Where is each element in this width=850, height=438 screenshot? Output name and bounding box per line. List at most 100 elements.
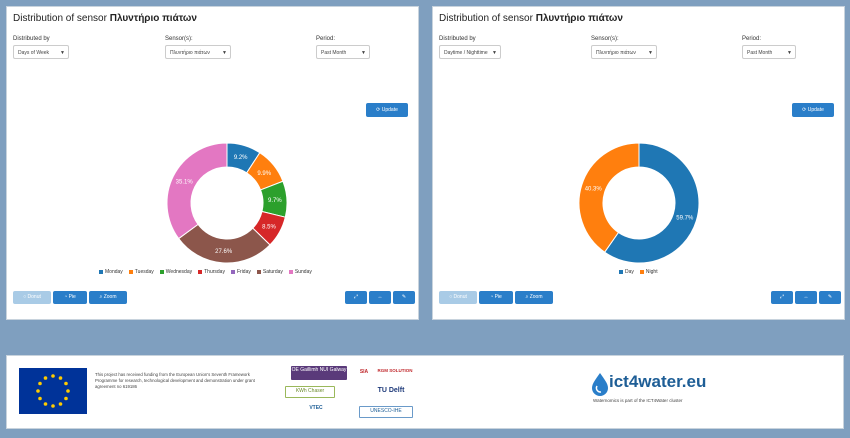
chevron-down-icon: ▼ xyxy=(361,50,366,56)
more-icon[interactable]: ↔ xyxy=(369,291,391,304)
period-label: Period: xyxy=(742,36,762,42)
legend-label: Monday xyxy=(105,269,123,275)
legend-item-night[interactable]: Night xyxy=(639,269,658,275)
chevron-down-icon: ▼ xyxy=(787,50,792,56)
logo-unesco-ihe: UNESCO-IHE xyxy=(359,406,413,418)
legend-item-friday[interactable]: Friday xyxy=(230,269,251,275)
star-icon xyxy=(38,396,42,401)
star-icon xyxy=(36,389,40,393)
donut-chart-daynight: 59.7% 40.3% xyxy=(578,142,700,264)
legend-label: Day xyxy=(625,269,634,275)
legend-swatch xyxy=(128,270,133,274)
legend-swatch xyxy=(198,270,203,274)
legend-swatch xyxy=(99,270,103,274)
donut-button[interactable]: ○ Donut xyxy=(13,291,51,304)
legend-label: Tuesday xyxy=(134,269,154,275)
chart-legend: Monday Tuesday Wednesday Thursday Friday Satu… xyxy=(99,269,312,275)
legend-item-day[interactable]: Day xyxy=(619,269,634,275)
more-icon[interactable]: ↔ xyxy=(795,291,817,304)
zoom-button[interactable]: ⌕ Zoom xyxy=(515,291,553,304)
panel-daytime-nighttime: Distribution of sensor Πλυντήριο πιάτων … xyxy=(432,6,845,320)
star-icon xyxy=(38,381,42,386)
logo-vtec: VTEC xyxy=(301,404,331,414)
slice-day[interactable] xyxy=(603,142,700,264)
settings-icon[interactable]: ✎ xyxy=(393,291,415,304)
data-label-sunday: 35.1% xyxy=(176,179,194,185)
chevron-down-icon: ▼ xyxy=(60,50,65,56)
logo-sia: SIA xyxy=(353,368,375,378)
chart-legend: Day Night xyxy=(619,269,658,275)
logo-kwh-chaser: KWh Chaser xyxy=(285,386,335,398)
expand-icon[interactable]: ⤢ xyxy=(345,291,367,304)
panel-title: Distribution of sensor Πλυντήριο πιάτων xyxy=(13,13,197,24)
legend-label: Sunday xyxy=(294,269,312,275)
footer: This project has received funding from t… xyxy=(6,355,844,429)
logo-rgm: RGM SOLUTION xyxy=(377,366,413,380)
donut-button[interactable]: ○ Donut xyxy=(439,291,477,304)
settings-icon[interactable]: ✎ xyxy=(819,291,841,304)
legend-swatch xyxy=(619,270,623,274)
water-drop-icon xyxy=(592,373,608,396)
legend-swatch xyxy=(256,270,261,274)
funding-text: This project has received funding from t… xyxy=(95,372,255,389)
data-label-monday: 9.2% xyxy=(234,155,248,161)
chevron-down-icon: ▼ xyxy=(222,50,227,56)
logo-tu-delft: TU Delft xyxy=(371,386,411,398)
refresh-icon: ⟳ xyxy=(802,107,807,113)
data-label-saturday: 27.6% xyxy=(215,249,233,255)
legend-item-thursday[interactable]: Thursday xyxy=(198,269,225,275)
sensors-label: Sensor(s): xyxy=(165,36,193,42)
legend-item-wednesday[interactable]: Wednesday xyxy=(159,269,193,275)
data-label-thursday: 8.5% xyxy=(262,224,276,230)
star-icon xyxy=(64,381,68,386)
pie-button[interactable]: ◔ Pie xyxy=(479,291,513,304)
legend-label: Friday xyxy=(236,269,251,275)
legend-item-sunday[interactable]: Sunday xyxy=(288,269,312,275)
legend-swatch xyxy=(230,270,235,274)
star-icon xyxy=(51,374,55,378)
distributed-by-select[interactable]: Days of Week ▼ xyxy=(13,45,69,59)
legend-label: Wednesday xyxy=(165,269,193,275)
update-button[interactable]: ⟳ Update xyxy=(792,103,834,117)
legend-swatch xyxy=(159,270,164,274)
slice-sunday[interactable] xyxy=(166,142,228,240)
chevron-down-icon: ▼ xyxy=(648,50,653,56)
pie-button[interactable]: ◔ Pie xyxy=(53,291,87,304)
data-label-tuesday: 9.9% xyxy=(257,171,271,177)
expand-icon[interactable]: ⤢ xyxy=(771,291,793,304)
period-select[interactable]: Past Month ▼ xyxy=(316,45,370,59)
chevron-down-icon: ▼ xyxy=(492,50,497,56)
zoom-button[interactable]: ⌕ Zoom xyxy=(89,291,127,304)
star-icon xyxy=(66,389,70,393)
legend-item-tuesday[interactable]: Tuesday xyxy=(128,269,154,275)
panel-title: Distribution of sensor Πλυντήριο πιάτων xyxy=(439,13,623,24)
star-icon xyxy=(43,402,48,406)
sensors-label: Sensor(s): xyxy=(591,36,619,42)
sensors-select[interactable]: Πλυντήριο πιάτων ▼ xyxy=(165,45,231,59)
sensors-select[interactable]: Πλυντήριο πιάτων ▼ xyxy=(591,45,657,59)
period-select[interactable]: Past Month ▼ xyxy=(742,45,796,59)
period-label: Period: xyxy=(316,36,336,42)
distributed-by-label: Distributed by xyxy=(439,36,476,42)
star-icon xyxy=(43,376,48,380)
partner-logos: OE Gaillimh NUI Galway SIA RGM SOLUTION … xyxy=(285,366,417,424)
update-button[interactable]: ⟳ Update xyxy=(366,103,408,117)
data-label-day: 59.7% xyxy=(676,215,694,221)
legend-label: Thursday xyxy=(204,269,225,275)
star-icon xyxy=(58,376,63,380)
distributed-by-label: Distributed by xyxy=(13,36,50,42)
slice-night[interactable] xyxy=(578,142,640,253)
data-label-night: 40.3% xyxy=(585,187,603,193)
star-icon xyxy=(64,396,68,401)
legend-item-saturday[interactable]: Saturday xyxy=(256,269,283,275)
ict4water-subtitle: Waternomics is part of the ICT4Water clu… xyxy=(593,398,683,403)
legend-item-monday[interactable]: Monday xyxy=(99,269,123,275)
distributed-by-select[interactable]: Daytime / Nighttime ▼ xyxy=(439,45,501,59)
legend-swatch xyxy=(288,270,293,274)
panel-days-of-week: Distribution of sensor Πλυντήριο πιάτων … xyxy=(6,6,419,320)
legend-label: Night xyxy=(645,269,658,275)
refresh-icon: ⟳ xyxy=(376,107,381,113)
ict4water-name: ict4water.eu xyxy=(609,372,707,391)
data-label-wednesday: 9.7% xyxy=(268,198,282,204)
star-icon xyxy=(58,402,63,406)
